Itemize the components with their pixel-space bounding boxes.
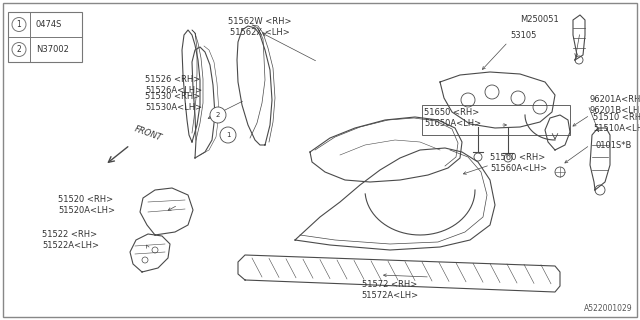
Text: 51522 <RH>
51522A<LH>: 51522 <RH> 51522A<LH> [42,230,99,250]
Text: 96201A<RH>
96201B<LH>: 96201A<RH> 96201B<LH> [590,95,640,116]
Circle shape [12,18,26,31]
Circle shape [461,93,475,107]
Text: 1: 1 [17,20,21,29]
Bar [422,105,570,135]
Circle shape [12,43,26,57]
Text: FRONT: FRONT [133,125,163,143]
Text: 51510 <RH>
51510A<LH>: 51510 <RH> 51510A<LH> [593,113,640,133]
Circle shape [152,247,158,253]
Circle shape [511,91,525,105]
Text: A522001029: A522001029 [584,304,633,313]
Text: 1: 1 [226,132,230,138]
Circle shape [595,185,605,195]
Text: N37002: N37002 [36,45,69,54]
Text: 51572 <RH>
51572A<LH>: 51572 <RH> 51572A<LH> [362,280,419,300]
Text: 51530 <RH>
51530A<LH>: 51530 <RH> 51530A<LH> [145,92,202,112]
Text: 51650 <RH>
51650A<LH>: 51650 <RH> 51650A<LH> [424,108,481,128]
Circle shape [555,167,565,177]
Text: 51526 <RH>
51526A<LH>: 51526 <RH> 51526A<LH> [145,75,202,95]
Text: 2: 2 [216,112,220,118]
Circle shape [220,127,236,143]
Text: 53105: 53105 [510,30,536,39]
Text: 51562W <RH>
51562X <LH>: 51562W <RH> 51562X <LH> [228,17,292,37]
Text: 0101S*B: 0101S*B [595,140,632,149]
Text: 51520 <RH>
51520A<LH>: 51520 <RH> 51520A<LH> [58,195,115,215]
Circle shape [533,100,547,114]
Text: 51560 <RH>
51560A<LH>: 51560 <RH> 51560A<LH> [490,153,547,173]
Circle shape [504,154,512,162]
Text: M250051: M250051 [520,15,559,25]
Circle shape [210,107,226,123]
Bar [8,12,82,62]
Circle shape [142,257,148,263]
Circle shape [575,56,583,64]
Circle shape [474,153,482,161]
Text: 0474S: 0474S [36,20,62,29]
Circle shape [485,85,499,99]
Text: 2: 2 [17,45,21,54]
